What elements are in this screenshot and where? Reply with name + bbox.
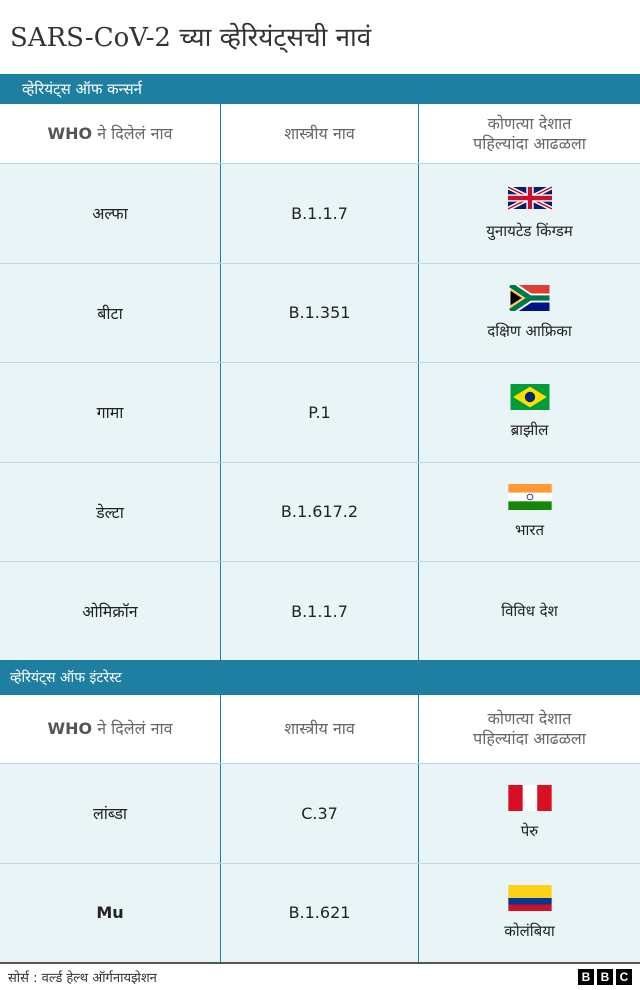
column-header-row: WHO ने दिलेलं नाव शास्त्रीय नाव कोणत्या …: [0, 695, 640, 764]
header-first-detected: कोणत्या देशात पहिल्यांदा आढळला: [473, 709, 586, 748]
colombia-flag-icon: [507, 884, 552, 921]
who-name: गामा: [96, 403, 124, 423]
scientific-name: P.1: [308, 402, 331, 422]
table-row: ओमिक्रॉन B.1.1.7 विविध देश: [0, 562, 640, 662]
country-name: कोलंबिया: [504, 921, 555, 940]
header-who-name: WHO ने दिलेलं नाव: [0, 104, 221, 163]
table-row: Mu B.1.621 कोलंबिया: [0, 863, 640, 963]
table-row: गामा P.1 ब्राझील: [0, 363, 640, 463]
country-name: भारत: [514, 520, 545, 539]
header-who-name: WHO ने दिलेलं नाव: [0, 695, 221, 763]
table-row: बीटा B.1.351 दक्षिण आफ्रिका: [0, 263, 640, 363]
scientific-name: C.37: [301, 803, 338, 823]
header-first-detected: कोणत्या देशात पहिल्यांदा आढळला: [473, 113, 586, 153]
table-row: अल्फा B.1.1.7 युनायटेड किंग्डम: [0, 164, 640, 264]
south-africa-flag-icon: [507, 284, 552, 321]
country-name: ब्राझील: [510, 421, 549, 440]
header-scientific-name: शास्त्रीय नाव: [221, 104, 419, 163]
who-name: Mu: [96, 903, 124, 923]
country-name: विविध देश: [501, 602, 558, 621]
who-name: डेल्टा: [96, 502, 124, 522]
who-name: लांब्डा: [92, 804, 128, 824]
table-row: डेल्टा B.1.617.2 भारत: [0, 462, 640, 562]
section-header-concern: व्हेरियंट्स ऑफ कन्सर्न: [0, 74, 640, 104]
uk-flag-icon: [507, 185, 552, 221]
who-name: बीटा: [97, 303, 123, 323]
country-name: युनायटेड किंग्डम: [486, 222, 573, 241]
column-header-row: WHO ने दिलेलं नाव शास्त्रीय नाव कोणत्या …: [0, 104, 640, 164]
brazil-flag-icon: [508, 384, 552, 420]
country-name: पेरु: [520, 822, 539, 841]
scientific-name: B.1.1.7: [291, 203, 348, 223]
scientific-name: B.1.1.7: [291, 601, 348, 621]
header-scientific-name: शास्त्रीय नाव: [221, 695, 419, 763]
table-row: लांब्डा C.37 पेरु: [0, 764, 640, 864]
page-title: SARS-CoV-2 च्या व्हेरियंट्सची नावं: [10, 23, 372, 53]
india-flag-icon: [507, 483, 552, 520]
scientific-name: B.1.617.2: [280, 502, 359, 522]
section-header-interest: व्हेरियंट्स ऑफ इंटरेस्ट: [0, 660, 640, 695]
who-name: ओमिक्रॉन: [82, 602, 138, 622]
scientific-name: B.1.621: [288, 903, 351, 923]
who-name: अल्फा: [92, 204, 128, 224]
source-text: सोर्स : वर्ल्ड हेल्थ ऑर्गनायझेशन: [8, 971, 157, 986]
peru-flag-icon: [507, 785, 552, 821]
scientific-name: B.1.351: [288, 303, 351, 323]
country-name: दक्षिण आफ्रिका: [487, 321, 572, 340]
